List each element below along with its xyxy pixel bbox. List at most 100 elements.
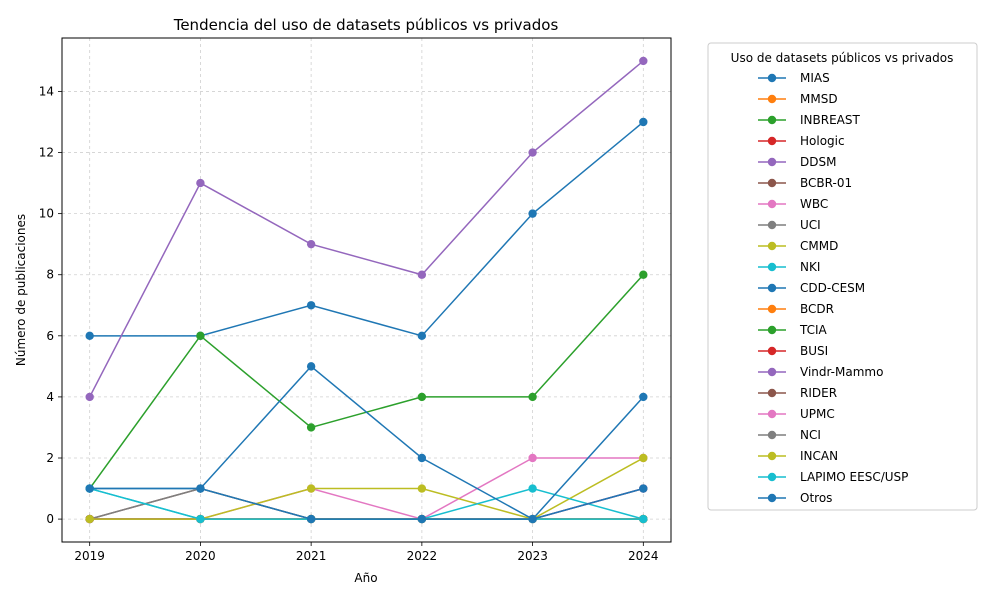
legend-item: CMMD	[758, 239, 838, 253]
y-tick-label: 2	[46, 451, 54, 465]
data-point	[528, 209, 537, 218]
legend-marker	[767, 493, 777, 503]
legend-item: MMSD	[758, 92, 838, 106]
plot-frame	[61, 37, 672, 543]
data-point	[196, 331, 205, 341]
chart-title: Tendencia del uso de datasets públicos v…	[173, 16, 559, 34]
legend-title: Uso de datasets públicos vs privados	[731, 51, 954, 65]
legend-marker	[767, 241, 777, 251]
legend-marker	[767, 367, 777, 377]
legend-label: CMMD	[800, 239, 838, 253]
x-tick-label: 2021	[296, 549, 327, 563]
series-line	[89, 487, 644, 520]
data-point	[306, 423, 316, 432]
legend-marker	[767, 136, 777, 146]
legend-label: WBC	[800, 197, 828, 211]
legend-item: NKI	[758, 260, 820, 274]
data-point	[417, 514, 427, 524]
legend-label: RIDER	[800, 386, 837, 400]
legend-marker	[767, 94, 777, 104]
data-point	[417, 453, 427, 463]
legend-label: UCI	[800, 218, 821, 232]
legend-label: BUSI	[800, 344, 828, 358]
data-point	[306, 484, 316, 493]
legend-label: MMSD	[800, 92, 838, 106]
data-point	[85, 331, 94, 341]
data-point	[528, 392, 537, 402]
legend-item: LAPIMO EESC/USP	[758, 470, 908, 484]
x-axis: 2019 2020 2021 2022 2023 2024	[74, 542, 659, 563]
data-point	[639, 56, 648, 66]
data-point	[528, 148, 537, 157]
legend-marker	[767, 409, 777, 419]
data-point	[196, 178, 205, 188]
legend-marker	[767, 304, 777, 314]
legend-item: Otros	[758, 491, 832, 505]
legend-label: Otros	[800, 491, 832, 505]
legend-label: BCBR-01	[800, 176, 852, 190]
legend-label: Hologic	[800, 134, 845, 148]
legend-label: TCIA	[799, 323, 828, 337]
data-point	[528, 484, 537, 493]
legend-marker	[767, 157, 777, 167]
series-line	[89, 121, 644, 337]
legend-marker	[767, 325, 777, 335]
legend-label: INBREAST	[800, 113, 860, 127]
legend-marker	[767, 451, 777, 461]
data-point	[85, 514, 94, 524]
legend-label: INCAN	[800, 449, 838, 463]
legend-label: NCI	[800, 428, 821, 442]
series-line	[89, 60, 644, 398]
legend-marker	[767, 283, 777, 293]
legend-item: CDD-CESM	[758, 281, 865, 295]
x-tick-label: 2023	[517, 549, 548, 563]
data-point	[639, 117, 648, 127]
data-point	[417, 484, 427, 493]
legend-marker	[767, 199, 777, 209]
data-point	[639, 514, 648, 524]
data-point	[196, 514, 205, 524]
legend-label: DDSM	[800, 155, 836, 169]
legend-item: INCAN	[758, 449, 838, 463]
legend-item: BCDR	[758, 302, 834, 316]
y-tick-label: 10	[39, 207, 54, 221]
legend-item: NCI	[758, 428, 821, 442]
y-tick-label: 4	[46, 390, 54, 404]
legend-label: CDD-CESM	[800, 281, 865, 295]
legend-item: TCIA	[758, 323, 828, 337]
legend-item: MIAS	[758, 71, 830, 85]
y-tick-label: 14	[39, 84, 54, 98]
data-point	[85, 484, 94, 493]
legend-marker	[767, 178, 777, 188]
legend-marker	[767, 346, 777, 356]
legend-item: RIDER	[758, 386, 837, 400]
legend-item: INBREAST	[758, 113, 860, 127]
legend-items: MIAS MMSD INBREAST Hologic DDSM BCBR-01 WBC UCI…	[758, 71, 908, 505]
data-point	[639, 270, 648, 279]
series-ddsm	[85, 56, 648, 402]
legend-marker	[767, 430, 777, 440]
data-point	[417, 270, 427, 279]
legend-item: Hologic	[758, 134, 845, 148]
legend-marker	[767, 115, 777, 125]
series-layer	[85, 56, 648, 524]
x-axis-label: Año	[354, 571, 377, 585]
x-tick-label: 2022	[407, 549, 438, 563]
data-point	[196, 484, 205, 493]
y-tick-label: 0	[46, 512, 54, 526]
y-axis-label: Número de publicaciones	[14, 214, 28, 366]
legend-item: UCI	[758, 218, 821, 232]
data-point	[417, 392, 427, 402]
legend-marker	[767, 262, 777, 272]
legend: Uso de datasets públicos vs privados MIA…	[707, 42, 978, 511]
legend-item: UPMC	[758, 407, 835, 421]
series-otros	[85, 484, 648, 524]
data-point	[528, 453, 537, 463]
data-point	[306, 514, 316, 524]
data-point	[639, 392, 648, 402]
legend-label: Vindr-Mammo	[800, 365, 883, 379]
data-point	[639, 484, 648, 493]
y-tick-label: 6	[46, 329, 54, 343]
